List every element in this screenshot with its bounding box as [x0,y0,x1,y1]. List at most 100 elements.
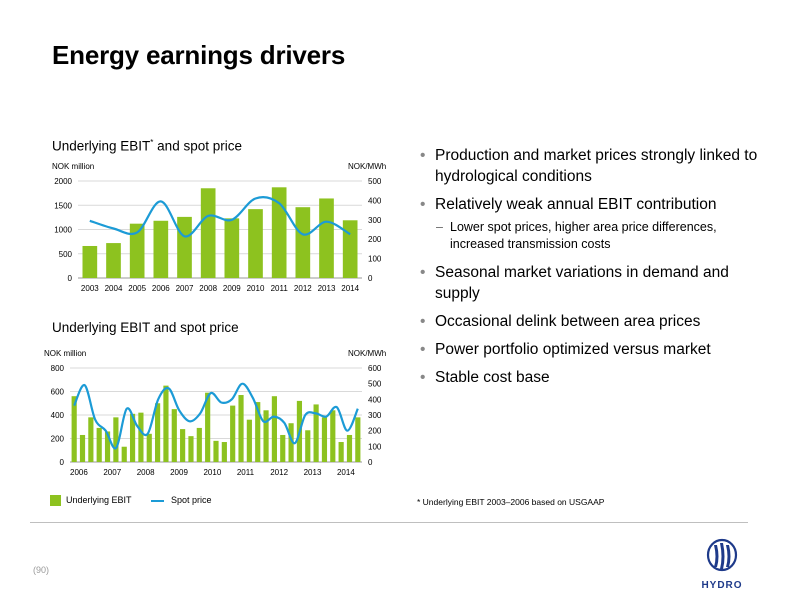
y-tick-left: 600 [51,388,65,397]
ebit-bar [138,412,144,462]
ebit-bar [224,218,240,278]
ebit-bar [129,223,145,278]
annual-ebit-chart: NOK million NOK/MWh 0 500 1000 1500 2000 0 100 20… [52,162,386,293]
bullet-item: Seasonal market variations in demand and… [420,262,770,304]
ebit-bar [205,392,211,462]
ebit-bar [88,417,94,462]
x-tick-label: 2007 [103,468,121,477]
y-tick-right: 200 [368,427,382,436]
y-axis-left-unit: NOK million [52,162,94,171]
ebit-bar [280,434,286,462]
x-tick-label: 2008 [137,468,155,477]
y-tick-right: 500 [368,177,382,186]
ebit-bar [248,209,263,278]
legend-line-label: Spot price [171,495,212,505]
y-tick-right: 300 [368,411,382,420]
spot-price-line [73,382,359,450]
x-tick-label: 2009 [170,468,188,477]
ebit-bar [188,436,194,462]
legend-line-swatch [151,500,164,502]
bullet-list: Production and market prices strongly li… [420,145,770,395]
ebit-bar [295,207,311,278]
bullet-item: Stable cost base [420,367,770,388]
ebit-bar [121,446,127,462]
ebit-bar [200,188,216,278]
y-tick-left: 0 [68,274,73,283]
legend-bar-label: Underlying EBIT [66,495,132,505]
ebit-bar [319,198,334,278]
x-tick-label: 2012 [294,284,312,293]
ebit-bar [230,405,236,462]
ebit-bar [238,395,244,462]
ebit-bar [104,431,111,462]
ebit-bar [288,423,294,462]
ebit-bar [346,434,353,462]
quarterly-ebit-chart: NOK million NOK/MWh 0 200 400 600 800 0 100 200 30… [44,349,386,477]
x-tick-label: 2007 [176,284,194,293]
page-title: Energy earnings drivers [52,40,346,70]
ebit-bar [153,220,169,278]
x-tick-label: 2011 [237,468,255,477]
chart-title-annual-main: Underlying EBIT [52,138,151,154]
ebit-bar [171,409,177,462]
y-tick-left: 1500 [54,201,72,210]
ebit-bar [271,187,287,278]
y-tick-right: 100 [368,442,382,451]
x-tick-label: 2013 [318,284,336,293]
y-tick-right: 200 [368,235,382,244]
footer-divider [30,522,748,523]
y-tick-left: 0 [60,458,65,467]
ebit-bar [82,245,98,278]
y-axis-left-unit: NOK million [44,349,86,358]
x-tick-label: 2006 [70,468,88,477]
ebit-bar [196,427,202,462]
ebit-bar [246,419,252,462]
y-tick-right: 400 [368,395,382,404]
ebit-bar [106,243,121,278]
page-number: (90) [33,565,50,575]
ebit-bar [338,442,344,462]
ebit-bar [71,396,77,462]
ebit-bar [180,429,186,462]
sub-bullet-item: Lower spot prices, higher area price dif… [420,219,770,253]
x-tick-label: 2003 [81,284,99,293]
ebit-bar [342,220,358,278]
chart-title-quarterly: Underlying EBIT and spot price [52,320,239,335]
ebit-bar [213,440,219,462]
ebit-bar [271,396,277,462]
y-axis-right-unit: NOK/MWh [348,349,386,358]
bullet-item: Occasional delink between area prices [420,311,770,332]
ebit-bar [96,427,102,462]
spot-price-line [89,196,351,238]
y-tick-right: 0 [368,458,373,467]
chart-title-annual: Underlying EBIT* and spot price [52,138,242,154]
legend-bar-swatch [50,495,61,506]
ebit-bar [313,404,319,462]
ebit-bar [155,403,161,462]
bullet-item: Production and market prices strongly li… [420,145,770,187]
ebit-bar [321,417,328,462]
y-tick-right: 600 [368,364,382,373]
x-tick-label: 2009 [223,284,241,293]
ebit-bar [263,410,269,462]
y-tick-left: 2000 [54,177,72,186]
x-tick-label: 2012 [270,468,288,477]
x-tick-label: 2010 [247,284,265,293]
y-tick-left: 500 [59,250,73,259]
footnote: * Underlying EBIT 2003–2006 based on USG… [417,497,605,507]
y-tick-left: 200 [51,435,65,444]
bullet-item: Power portfolio optimized versus market [420,339,770,360]
y-tick-right: 100 [368,255,382,264]
x-tick-label: 2014 [337,468,355,477]
hydro-logo: HYDRO [701,538,742,591]
y-tick-right: 500 [368,380,382,389]
y-tick-right: 0 [368,274,373,283]
x-tick-label: 2005 [128,284,146,293]
ebit-bar [255,402,261,462]
logo-text: HYDRO [701,580,742,591]
chart-title-annual-marker: * [150,138,154,147]
y-tick-right: 300 [368,216,382,225]
y-tick-left: 1000 [54,226,72,235]
ebit-bar [330,410,336,462]
ebit-bar [221,442,227,462]
